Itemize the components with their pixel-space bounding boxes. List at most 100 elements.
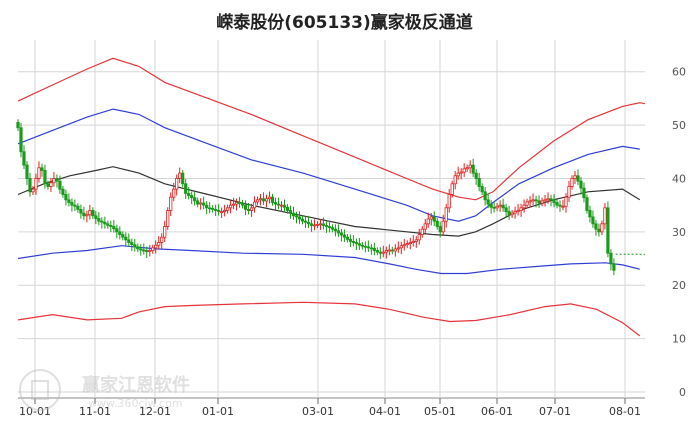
- candle-up: [450, 183, 454, 195]
- candle-down: [97, 218, 101, 222]
- x-tick-label: 03-01: [302, 405, 334, 418]
- candle-up: [381, 251, 385, 254]
- candle-down: [91, 210, 95, 217]
- candle-up: [516, 210, 520, 212]
- candle-down: [61, 188, 65, 195]
- candle-down: [549, 198, 553, 201]
- candle-up: [417, 234, 421, 241]
- candle-down: [477, 178, 481, 187]
- candle-down: [345, 236, 349, 240]
- candle-up: [264, 198, 269, 202]
- y-tick-label: 50: [672, 119, 686, 132]
- y-tick-label: 10: [672, 333, 686, 346]
- candle-down: [106, 223, 110, 226]
- candle-up: [513, 211, 517, 214]
- candle-down: [489, 203, 493, 208]
- candle-up: [223, 210, 227, 212]
- candle-down: [103, 221, 107, 225]
- candle-down: [211, 207, 215, 210]
- x-tick-label: 04-01: [369, 405, 401, 418]
- candle-up: [468, 164, 472, 169]
- candle-down: [291, 212, 296, 217]
- x-tick-label: 06-01: [481, 405, 513, 418]
- channel-line-inner-lower: [17, 245, 640, 275]
- candle-down: [273, 202, 278, 205]
- y-tick-label: 40: [672, 172, 686, 185]
- candle-up: [148, 250, 152, 252]
- candle-down: [348, 238, 352, 242]
- candle-down: [100, 220, 104, 223]
- candle-down: [576, 175, 580, 182]
- candle-up: [178, 172, 182, 179]
- candle-up: [318, 223, 323, 226]
- candle-up: [444, 207, 448, 222]
- candle-up: [459, 171, 463, 174]
- candle-down: [73, 204, 77, 207]
- candle-up: [573, 175, 577, 179]
- candle-up: [255, 199, 260, 203]
- candle-down: [363, 245, 367, 248]
- candle-down: [552, 199, 556, 203]
- candle-up: [396, 247, 400, 250]
- candle-up: [567, 186, 571, 198]
- candle-up: [543, 199, 547, 202]
- candle-down: [288, 210, 293, 214]
- candle-down: [501, 204, 505, 209]
- candle-down: [432, 216, 436, 222]
- candle-down: [246, 209, 251, 211]
- candle-down: [594, 223, 598, 230]
- candle-up: [402, 244, 406, 247]
- candle-down: [193, 197, 197, 202]
- candle-down: [136, 246, 140, 250]
- candle-down: [217, 210, 221, 212]
- candle-down: [492, 206, 496, 209]
- candle-up: [154, 244, 158, 249]
- candle-up: [315, 223, 320, 226]
- candle-down: [208, 207, 212, 210]
- candle-up: [34, 178, 38, 190]
- chart-title: 嵘泰股份(605133)赢家极反通道: [216, 13, 473, 33]
- x-tick-label: 10-01: [19, 405, 51, 418]
- candle-down: [579, 180, 583, 189]
- candle-up: [408, 242, 412, 244]
- x-tick-label: 07-01: [539, 405, 571, 418]
- candle-down: [202, 202, 206, 206]
- candle-down: [330, 227, 335, 230]
- candle-up: [462, 168, 466, 173]
- candle-up: [414, 239, 418, 242]
- y-tick-label: 0: [679, 386, 686, 399]
- candle-down: [435, 220, 439, 227]
- candle-up: [411, 241, 415, 243]
- candle-down: [360, 244, 364, 247]
- candle-up: [603, 207, 607, 225]
- candle-down: [139, 248, 143, 251]
- candle-up: [267, 196, 272, 200]
- candle-down: [375, 250, 379, 253]
- candle-up: [172, 188, 176, 198]
- candle-down: [294, 215, 299, 218]
- candle-up: [37, 167, 41, 179]
- candle-up: [426, 218, 430, 225]
- x-tick-label: 08-01: [609, 405, 641, 418]
- watermark: 赢家江恩软件 www.360cjw.com: [10, 365, 250, 415]
- candle-down: [306, 221, 311, 225]
- candle-down: [486, 199, 490, 205]
- candle-down: [438, 226, 442, 233]
- candle-up: [564, 196, 568, 207]
- candle-up: [160, 236, 164, 243]
- candle-down: [555, 202, 559, 206]
- candle-down: [79, 209, 83, 214]
- candle-up: [600, 223, 604, 233]
- candle-down: [369, 247, 373, 250]
- candle-up: [399, 245, 403, 249]
- candle-up: [495, 205, 499, 209]
- candle-up: [234, 202, 239, 205]
- candle-down: [190, 195, 194, 199]
- candle-down: [321, 223, 326, 226]
- candle-up: [510, 212, 514, 216]
- candle-down: [327, 226, 332, 228]
- candle-up: [522, 204, 526, 209]
- candle-up: [441, 220, 445, 233]
- candle-up: [249, 207, 254, 211]
- candle-down: [534, 199, 538, 202]
